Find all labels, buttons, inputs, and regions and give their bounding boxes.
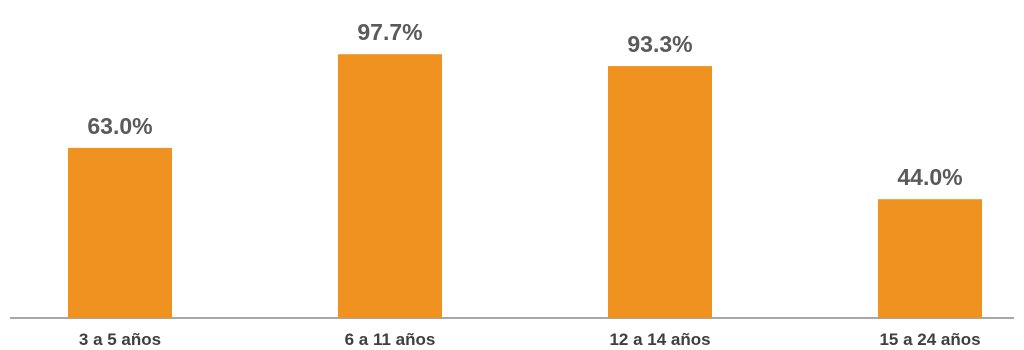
category-label-4: 15 a 24 años bbox=[879, 330, 980, 349]
category-label-1: 3 a 5 años bbox=[79, 330, 161, 349]
category-label-3: 12 a 14 años bbox=[609, 330, 710, 349]
category-label-2: 6 a 11 años bbox=[345, 330, 436, 349]
value-label-1: 63.0% bbox=[87, 113, 152, 139]
bar-1 bbox=[68, 147, 172, 318]
value-label-4: 44.0% bbox=[897, 164, 962, 190]
value-label-3: 93.3% bbox=[627, 31, 692, 57]
bar-2 bbox=[338, 54, 442, 319]
bar-3 bbox=[608, 66, 712, 318]
value-label-2: 97.7% bbox=[357, 19, 422, 45]
bar-4 bbox=[878, 199, 982, 318]
